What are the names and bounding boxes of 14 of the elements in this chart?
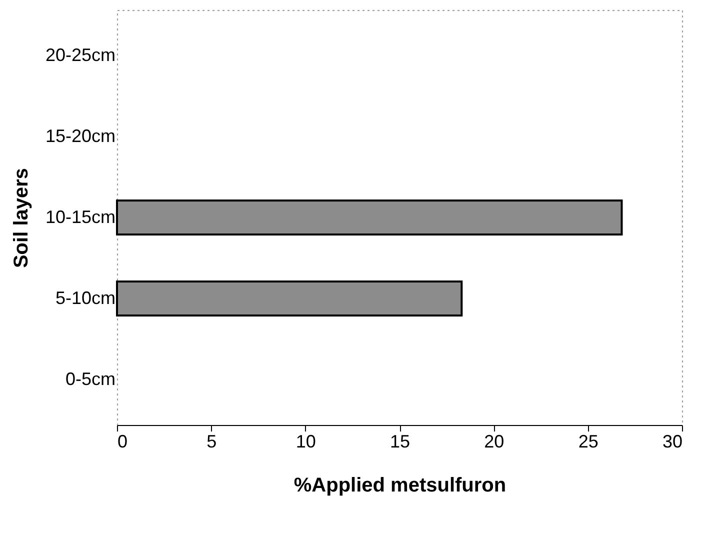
x-tick-label: 15 [390,432,410,452]
x-tick-label: 30 [662,432,682,452]
x-axis-title: %Applied metsulfuron [294,474,506,496]
x-tick-label: 20 [484,432,504,452]
x-tick-label: 25 [578,432,598,452]
x-tick-label: 5 [206,432,217,452]
y-axis-title: Soil layers [10,168,32,268]
y-tick-label: 0-5cm [65,369,116,389]
y-tick-label: 10-15cm [45,207,116,227]
y-tick-label: 5-10cm [55,288,116,308]
x-tick-label: 0 [118,432,128,452]
y-tick-label: 15-20cm [45,126,116,146]
y-tick-label: 20-25cm [45,45,116,65]
x-tick-label: 10 [296,432,316,452]
